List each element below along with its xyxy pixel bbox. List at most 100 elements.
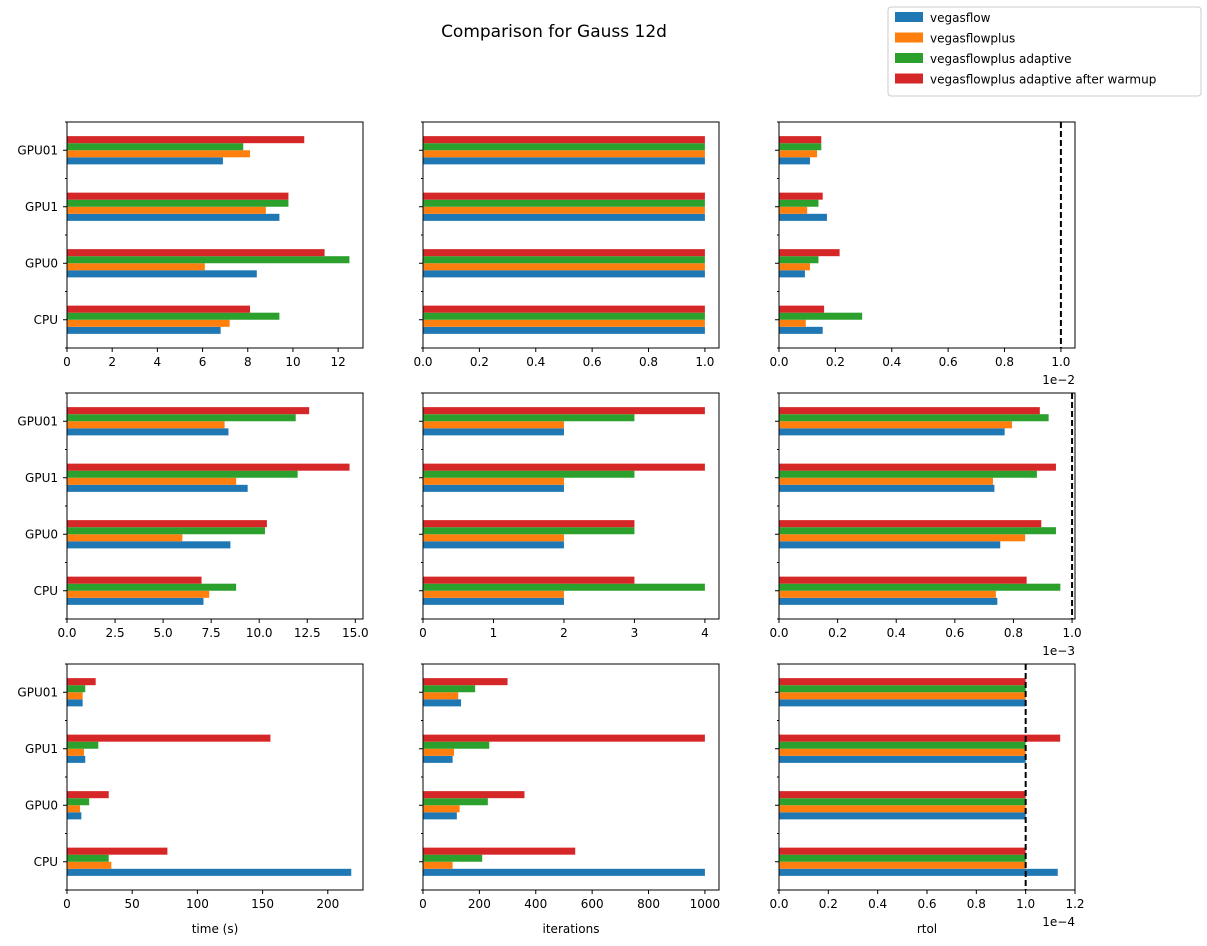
x-tick-label: 150 [251,897,274,911]
bar-vegasflow-GPU0 [67,270,257,278]
bar-vegasflow-CPU [67,326,221,334]
x-tick-label: 1.2 [1065,897,1084,911]
x-axis-label: iterations [543,922,600,936]
bar-vegasflowplus-GPU0 [779,534,1026,542]
bar-vegasflow-GPU01 [67,428,229,436]
subplot-r2-c0: 0 50 100 150 200 CPU GPU0 GPU1 GPU01 time (s) [17,663,364,936]
bar-vegasflow-CPU [423,597,564,605]
x-tick-label: 4 [701,626,709,640]
bar-vegasflowplus-adaptive-after-warmup-GPU1 [423,192,705,200]
bar-vegasflowplus-adaptive-after-warmup-GPU1 [779,192,823,200]
bar-vegasflowplus-adaptive-GPU1 [67,741,99,749]
bar-vegasflowplus-adaptive-after-warmup-GPU1 [67,192,289,200]
bar-vegasflowplus-GPU0 [423,805,460,813]
legend-label: vegasflowplus [930,32,1015,46]
x-tick-label: 0.8 [995,355,1014,369]
bar-vegasflowplus-GPU1 [67,748,84,756]
bar-vegasflowplus-adaptive-CPU [779,312,863,320]
x-tick-label: 400 [524,897,547,911]
y-tick-label: GPU0 [25,256,58,270]
legend-label: vegasflowplus adaptive [930,52,1072,66]
figure-title: Comparison for Gauss 12d [441,22,667,42]
bar-vegasflowplus-GPU0 [779,263,811,271]
bar-vegasflowplus-adaptive-GPU0 [67,798,90,806]
bar-vegasflowplus-adaptive-GPU1 [423,741,490,749]
bar-vegasflowplus-GPU1 [423,477,564,485]
x-tick-label: 0.8 [639,355,658,369]
bar-vegasflowplus-adaptive-after-warmup-GPU01 [779,136,822,144]
bar-vegasflowplus-adaptive-GPU1 [423,199,705,207]
bar-vegasflow-GPU01 [423,428,564,436]
bar-vegasflowplus-adaptive-after-warmup-CPU [779,576,1027,584]
x-tick-label: 600 [581,897,604,911]
bar-vegasflowplus-GPU01 [779,421,1012,429]
legend-swatch-vegasflowplus [895,32,923,43]
bar-vegasflow-CPU [779,326,823,334]
bar-vegasflow-GPU0 [779,812,1026,820]
x-tick-label: 0 [63,897,71,911]
x-tick-label: 3 [631,626,639,640]
bar-vegasflow-GPU0 [67,812,82,820]
bar-vegasflowplus-CPU [779,590,996,598]
bar-vegasflowplus-adaptive-after-warmup-GPU1 [423,734,705,742]
bar-vegasflowplus-GPU0 [67,263,205,271]
subplot-r1-c0: 0.0 2.5 5.0 7.5 10.0 12.5 15.0 CPU GPU0 GPU1 GPU01 [17,392,369,640]
bar-vegasflow-CPU [779,597,998,605]
x-tick-label: 800 [637,897,660,911]
bar-vegasflowplus-adaptive-after-warmup-GPU0 [67,791,109,799]
bar-vegasflow-GPU01 [779,428,1005,436]
bar-vegasflowplus-adaptive-after-warmup-CPU [423,847,576,855]
bar-vegasflowplus-adaptive-after-warmup-GPU1 [779,463,1056,471]
x-tick-label: 0.0 [769,897,788,911]
bar-vegasflowplus-adaptive-GPU01 [423,414,635,422]
bar-vegasflowplus-adaptive-after-warmup-CPU [779,847,1026,855]
bar-vegasflowplus-GPU01 [423,150,705,158]
bar-vegasflowplus-adaptive-after-warmup-GPU1 [67,734,271,742]
subplot-r2-c1: 0 200 400 600 800 1000 iterations [419,663,721,936]
x-tick-label: 0.0 [769,626,788,640]
bar-vegasflowplus-adaptive-after-warmup-GPU01 [67,407,310,415]
legend-swatch-vegasflowplus-adaptive-after-warmup [895,73,923,84]
x-tick-label: 1000 [690,897,721,911]
x-tick-label: 7.5 [202,626,221,640]
x-tick-label: 5.0 [154,626,173,640]
y-tick-label: GPU0 [25,527,58,541]
x-tick-label: 0.2 [828,626,847,640]
bar-vegasflowplus-CPU [779,861,1026,869]
x-tick-label: 0.4 [887,626,906,640]
bar-vegasflowplus-adaptive-after-warmup-GPU0 [67,520,267,528]
x-tick-label: 200 [468,897,491,911]
x-tick-label: 0.0 [57,626,76,640]
bar-vegasflowplus-adaptive-GPU01 [423,685,476,693]
x-tick-label: 0.2 [826,355,845,369]
bar-vegasflowplus-adaptive-CPU [779,583,1061,591]
legend-swatch-vegasflow [895,12,923,22]
bar-vegasflowplus-adaptive-after-warmup-GPU01 [423,407,705,415]
x-tick-label: 0.2 [819,897,838,911]
bar-vegasflow-CPU [779,868,1058,876]
bar-vegasflowplus-adaptive-after-warmup-GPU1 [67,463,350,471]
y-tick-label: CPU [34,855,58,869]
bar-vegasflowplus-adaptive-CPU [779,854,1026,862]
bar-vegasflowplus-GPU1 [779,748,1026,756]
subplot-r2-c2: 0.0 0.2 0.4 0.6 0.8 1.0 1.2 1e−4 rtol [769,663,1085,936]
bar-vegasflowplus-adaptive-GPU0 [779,256,819,264]
bar-vegasflowplus-adaptive-GPU0 [423,256,705,264]
bar-vegasflowplus-adaptive-after-warmup-GPU01 [779,407,1040,415]
bar-vegasflowplus-adaptive-after-warmup-GPU01 [67,678,96,686]
bar-vegasflow-GPU0 [779,541,1001,549]
bar-vegasflowplus-adaptive-after-warmup-GPU0 [779,791,1026,799]
bar-vegasflow-CPU [67,597,204,605]
bar-vegasflow-GPU0 [423,541,564,549]
x-tick-label: 12 [331,355,346,369]
bar-vegasflow-GPU01 [423,157,705,165]
x-tick-label: 10 [285,355,300,369]
bar-vegasflowplus-adaptive-after-warmup-CPU [423,305,705,313]
x-tick-label: 2 [108,355,116,369]
bar-vegasflowplus-GPU1 [779,206,808,214]
subplot-r0-c0: 0 2 4 6 8 10 12 CPU GPU0 GPU1 GPU01 [17,121,364,369]
x-tick-label: 0.4 [882,355,901,369]
y-tick-label: CPU [34,584,58,598]
bar-vegasflowplus-adaptive-after-warmup-GPU01 [423,678,508,686]
bar-vegasflowplus-adaptive-GPU01 [779,414,1049,422]
